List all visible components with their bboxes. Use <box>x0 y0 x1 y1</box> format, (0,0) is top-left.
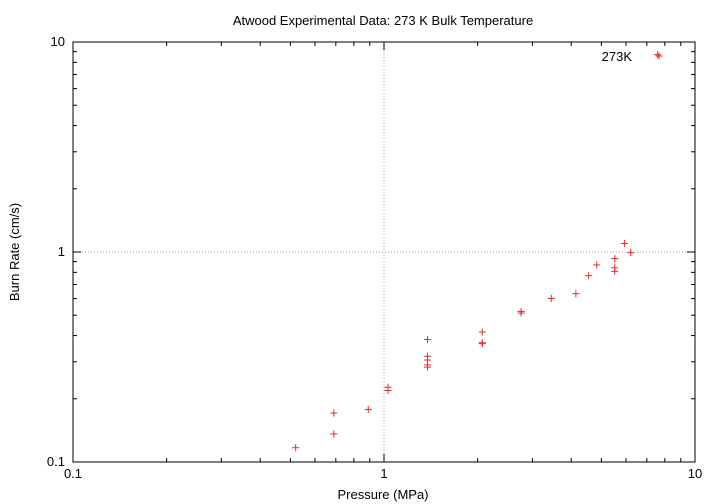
data-point <box>611 264 619 272</box>
axis-ticks <box>72 41 696 463</box>
y-tick-labels: 0.1 1 10 <box>47 34 65 469</box>
x-tick-labels: 0.1 1 10 <box>64 466 702 481</box>
data-point <box>572 290 580 298</box>
data-point <box>330 409 338 417</box>
data-point <box>292 444 300 452</box>
x-axis-label: Pressure (MPa) <box>337 487 428 502</box>
data-point <box>654 51 662 59</box>
data-point <box>424 336 432 344</box>
data-point <box>364 405 372 413</box>
data-point <box>424 352 432 360</box>
y-tick-label: 0.1 <box>47 454 65 469</box>
data-point <box>478 328 486 336</box>
chart-title: Atwood Experimental Data: 273 K Bulk Tem… <box>233 13 533 28</box>
data-point <box>517 307 525 315</box>
y-tick-label: 10 <box>51 34 65 49</box>
y-axis-label: Burn Rate (cm/s) <box>7 203 22 301</box>
legend-label-273k: 273K <box>602 49 633 64</box>
data-point <box>585 272 593 280</box>
data-points <box>292 51 662 452</box>
x-tick-label: 10 <box>688 466 702 481</box>
x-tick-label: 1 <box>380 466 387 481</box>
data-point <box>330 430 338 438</box>
data-point <box>620 239 628 247</box>
data-point <box>627 249 635 257</box>
grid-lines <box>73 42 695 462</box>
data-point <box>478 339 486 347</box>
data-point <box>384 383 392 391</box>
data-point <box>611 255 619 263</box>
data-point <box>593 261 601 269</box>
legend: 273K <box>602 49 663 64</box>
data-point <box>547 294 555 302</box>
y-tick-label: 1 <box>58 244 65 259</box>
x-tick-label: 0.1 <box>64 466 82 481</box>
legend-marker <box>655 52 663 60</box>
